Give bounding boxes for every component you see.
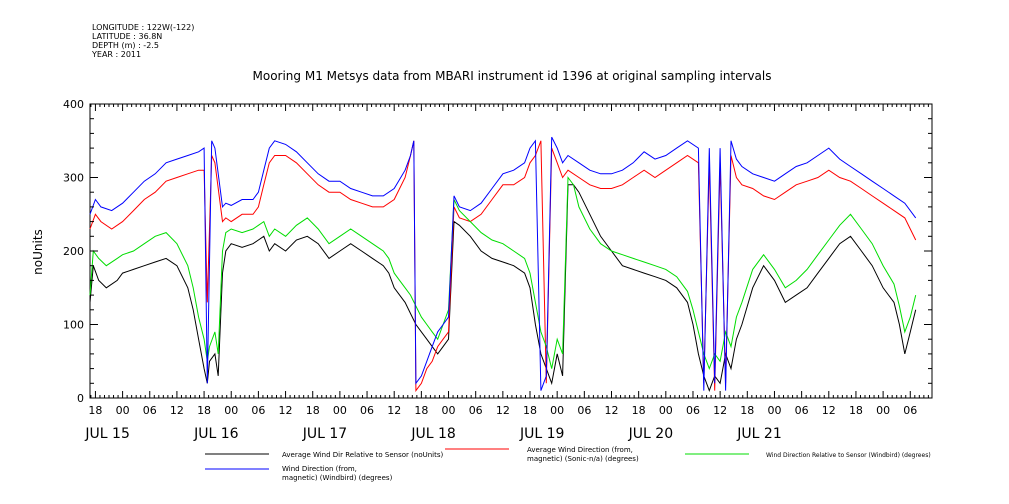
series-line-0 bbox=[89, 184, 917, 393]
x-tick-label: 18 bbox=[88, 404, 102, 417]
series-line-3 bbox=[89, 136, 917, 391]
x-tick-label: 18 bbox=[414, 404, 428, 417]
y-tick-label: 0 bbox=[77, 392, 84, 405]
x-tick-label: 00 bbox=[659, 404, 673, 417]
x-tick-label: 12 bbox=[387, 404, 401, 417]
x-tick-label: 06 bbox=[903, 404, 917, 417]
x-tick-label: 06 bbox=[469, 404, 483, 417]
y-axis-label: noUnits bbox=[31, 229, 45, 275]
y-tick-label: 200 bbox=[63, 245, 84, 258]
x-tick-label: 00 bbox=[767, 404, 781, 417]
x-tick-label: 00 bbox=[333, 404, 347, 417]
x-date-label: JUL 15 bbox=[84, 426, 129, 442]
x-tick-label: 06 bbox=[686, 404, 700, 417]
series-line-2 bbox=[89, 176, 917, 371]
x-tick-label: 00 bbox=[442, 404, 456, 417]
location-header: LONGITUDE : 122W(-122)LATITUDE : 36.8NDE… bbox=[91, 23, 194, 59]
x-tick-label: 00 bbox=[116, 404, 130, 417]
y-tick-label: 400 bbox=[63, 98, 84, 111]
x-tick-label: 06 bbox=[143, 404, 157, 417]
x-tick-label: 18 bbox=[632, 404, 646, 417]
axes-layer: 0 100 200 300 400 18 00 06 12 18 00 06 12 18 00 06 12 18 0… bbox=[63, 98, 932, 442]
x-tick-label: 18 bbox=[197, 404, 211, 417]
x-tick-label: 00 bbox=[876, 404, 890, 417]
legend: Average Wind Dir Relative to Sensor (noU… bbox=[205, 446, 931, 482]
series-line-1 bbox=[89, 140, 917, 393]
x-date-label: JUL 18 bbox=[410, 426, 455, 442]
header-line: LATITUDE : 36.8N bbox=[92, 32, 162, 41]
x-tick-label: 18 bbox=[523, 404, 537, 417]
legend-label-1: Average Wind Direction (from, bbox=[527, 446, 633, 454]
x-date-label: JUL 17 bbox=[302, 426, 347, 442]
x-tick-label: 00 bbox=[224, 404, 238, 417]
x-tick-label: 06 bbox=[577, 404, 591, 417]
x-date-label: JUL 20 bbox=[628, 426, 673, 442]
x-tick-label: 12 bbox=[604, 404, 618, 417]
x-tick-label: 06 bbox=[795, 404, 809, 417]
x-tick-label: 00 bbox=[550, 404, 564, 417]
y-tick-label: 100 bbox=[63, 319, 84, 332]
header-line: DEPTH (m) : -2.5 bbox=[92, 41, 159, 50]
legend-label-0: Average Wind Dir Relative to Sensor (noU… bbox=[282, 451, 443, 459]
legend-label-3: magnetic) (Windbird) (degrees) bbox=[282, 474, 393, 482]
x-tick-label: 12 bbox=[713, 404, 727, 417]
x-tick-label: 12 bbox=[170, 404, 184, 417]
header-line: LONGITUDE : 122W(-122) bbox=[92, 23, 194, 32]
header-line: YEAR : 2011 bbox=[91, 50, 141, 59]
x-tick-label: 12 bbox=[496, 404, 510, 417]
legend-label-2: Wind Direction Relative to Sensor (Windb… bbox=[766, 452, 931, 459]
plot-border bbox=[89, 103, 933, 399]
x-tick-label: 12 bbox=[822, 404, 836, 417]
x-tick-label: 18 bbox=[740, 404, 754, 417]
x-date-label: JUL 16 bbox=[193, 426, 239, 442]
x-tick-label: 18 bbox=[306, 404, 320, 417]
x-tick-label: 06 bbox=[360, 404, 374, 417]
legend-label-1: magnetic) (Sonic-n/a) (degrees) bbox=[527, 455, 639, 463]
y-tick-label: 300 bbox=[63, 172, 84, 185]
legend-label-3: Wind Direction (from, bbox=[282, 465, 357, 473]
x-date-label: JUL 21 bbox=[736, 426, 781, 442]
x-date-label: JUL 19 bbox=[519, 426, 564, 442]
x-tick-label: 06 bbox=[251, 404, 265, 417]
x-tick-label: 18 bbox=[849, 404, 863, 417]
x-tick-label: 12 bbox=[279, 404, 293, 417]
chart-title: Mooring M1 Metsys data from MBARI instru… bbox=[253, 69, 772, 83]
series-layer bbox=[89, 136, 917, 393]
plot-frame bbox=[89, 103, 933, 399]
